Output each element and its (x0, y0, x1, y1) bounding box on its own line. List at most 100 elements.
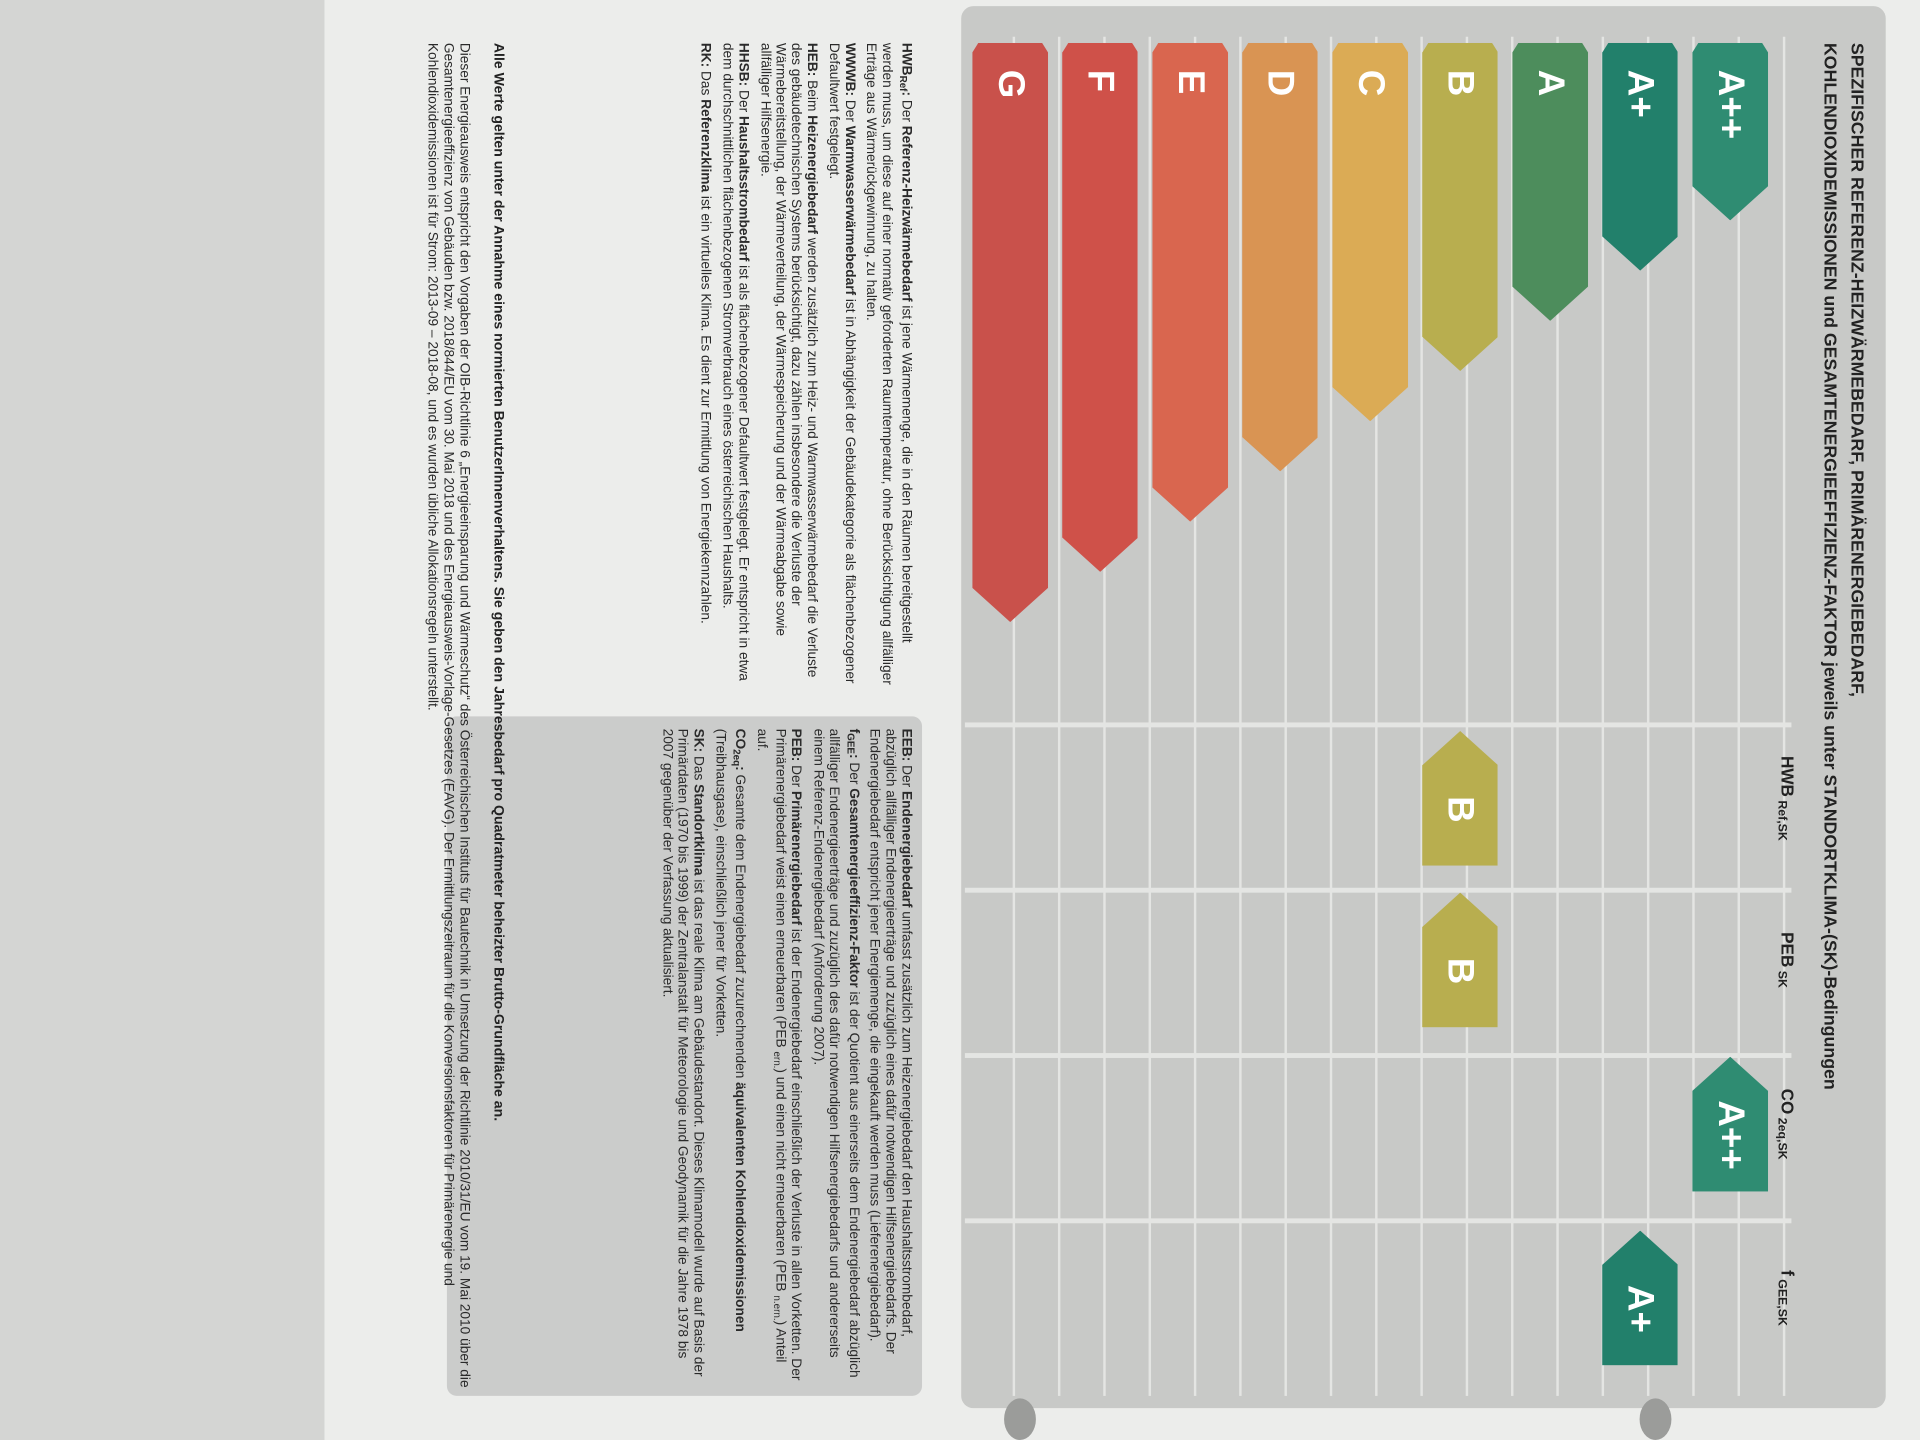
grade-label: A+ (1620, 69, 1662, 118)
definition: PEB: Der Primärenergiebedarf ist der End… (753, 729, 804, 1384)
definition: WWWB: Der Warmwasserwärmebedarf ist in A… (825, 43, 856, 686)
definition-text: Der (845, 762, 861, 789)
definition-text: GEE (844, 733, 856, 754)
grid-line (1148, 36, 1152, 1396)
definition-text: Referenzklima (698, 99, 713, 193)
grid-line (1692, 36, 1695, 1396)
rating-label: B (1440, 957, 1482, 985)
grade-bar: E (1152, 43, 1228, 522)
rating-label: A++ (1710, 1100, 1752, 1170)
grade-bar: C (1332, 43, 1408, 421)
definition-text: Heizenergiebedarf (804, 115, 820, 234)
definition: CO2eq: Gesamte dem Endenergiebedarf zuzu… (712, 729, 747, 1384)
definition-text: Standortklima (690, 784, 706, 876)
title-line: SPEZIFISCHER REFERENZ-HEIZWÄRMEBEDARF, P… (1846, 42, 1867, 697)
grid-line (1057, 36, 1061, 1396)
definition-text: ist ein virtuelles Klima. Es dient zur E… (698, 192, 713, 624)
header-sub: SK (1774, 970, 1789, 988)
grade-bar: A++ (1692, 43, 1768, 221)
definition-text: ) und einen nicht erneuerbaren (PEB (773, 1068, 788, 1296)
grade-label: A++ (1710, 69, 1752, 140)
grade-bar: A+ (1602, 43, 1678, 271)
note: Alle Werte gelten unter der Annahme eine… (491, 42, 506, 1122)
grade-bar: D (1242, 43, 1318, 472)
header-main: HWB (1777, 755, 1798, 797)
grade-bar: G (972, 43, 1048, 622)
definition-text: RK: (698, 42, 713, 72)
definition-text: Gesamtenergieeffizienz-Faktor (845, 788, 861, 988)
definition-text: äquivalenten Kohlendioxidemissionen (731, 1082, 747, 1332)
definition-text: Endenergiebedarf (898, 791, 914, 908)
grid-line (964, 722, 1792, 728)
grid-line (1782, 36, 1786, 1396)
header-main: f (1777, 1270, 1798, 1276)
grid-line (1601, 36, 1605, 1396)
footer-text: Dieser Energieausweis entspricht den Vor… (425, 42, 472, 1388)
grid-line (964, 1053, 1792, 1058)
definition: HEB: Beim Heizenergiebedarf werden zusät… (756, 43, 819, 686)
column-header: CO 2eq,SK (1775, 1089, 1798, 1160)
definition-text: Warmwasserwärmebedarf (841, 125, 857, 296)
header-main: CO (1777, 1088, 1798, 1115)
binder-hole (1639, 1398, 1672, 1440)
definition-text: Primärenergiebedarf (788, 791, 804, 926)
definition-text: Der (898, 765, 914, 792)
grid-line (964, 887, 1792, 893)
rating-label: B (1440, 796, 1482, 823)
definition-text: Beim (804, 80, 820, 116)
grade-label: A (1530, 69, 1572, 97)
grid-line (1329, 36, 1333, 1396)
definition-text: Der (841, 99, 857, 126)
header-sub: 2eq,SK (1774, 1117, 1789, 1160)
grade-bar: B (1422, 43, 1498, 371)
definition-text: Gesamte dem Endenergiebedarf zuzurechnen… (731, 774, 747, 1083)
grade-label: D (1260, 69, 1302, 97)
definition-text: EEB: (898, 728, 914, 766)
binder-hole (1004, 1398, 1036, 1440)
definition-text: Ref (897, 75, 909, 92)
definition-text: HWB (898, 42, 914, 76)
definition-text: : (898, 91, 914, 100)
definitions-left: HWBRef: Der Referenz-Heizwärmebedarf ist… (691, 43, 913, 686)
definition-text: Das (698, 71, 713, 100)
definition-text: : (845, 753, 861, 763)
definition-text: n.ern. (771, 1295, 783, 1321)
definition-text: Das (690, 755, 706, 785)
definition-text: SK: (690, 728, 706, 756)
definition: HWBRef: Der Referenz-Heizwärmebedarf ist… (863, 43, 914, 686)
definition: SK: Das Standortklima ist das reale Klim… (659, 728, 706, 1384)
grade-label: B (1440, 69, 1482, 97)
definition-text: Der (898, 99, 914, 126)
definition-text: HHSB: (735, 42, 751, 91)
definitions-right: EEB: Der Endenergiebedarf umfasst zusätz… (652, 729, 913, 1384)
grid-line (964, 1218, 1792, 1224)
column-header: f GEE,SK (1775, 1270, 1798, 1326)
grade-bar: A (1512, 43, 1588, 321)
grade-label: E (1170, 69, 1212, 95)
definition: HHSB: Der Haushaltsstrombedarf ist als f… (719, 43, 750, 686)
definition: fGEE: Der Gesamtenergieeffizienz-Faktor … (810, 729, 861, 1384)
definition-text: HEB: (804, 42, 820, 81)
grid-line (1737, 36, 1740, 1396)
definition-text: 2eq (730, 749, 742, 767)
definition-text: Haushaltsstrombedarf (735, 115, 751, 262)
definition-text: CO (731, 728, 747, 750)
header-sub: GEE,SK (1774, 1279, 1789, 1326)
grade-bar: F (1062, 43, 1138, 572)
column-header: HWB Ref,SK (1775, 756, 1798, 841)
header-main: PEB (1777, 932, 1798, 968)
definition-text: Referenz-Heizwärmebedarf (898, 125, 914, 302)
column-header: PEB SK (1775, 932, 1798, 988)
grid-line (1239, 36, 1242, 1396)
grade-label: C (1350, 69, 1392, 97)
definition-text: Der (735, 90, 751, 116)
definition-text: : (731, 766, 747, 775)
definition-text: WWWB: (841, 42, 857, 100)
definition-text: Der (788, 765, 804, 792)
definition: EEB: Der Endenergiebedarf umfasst zusätz… (866, 729, 913, 1384)
header-sub: Ref,SK (1774, 800, 1789, 841)
grade-label: G (990, 69, 1032, 99)
